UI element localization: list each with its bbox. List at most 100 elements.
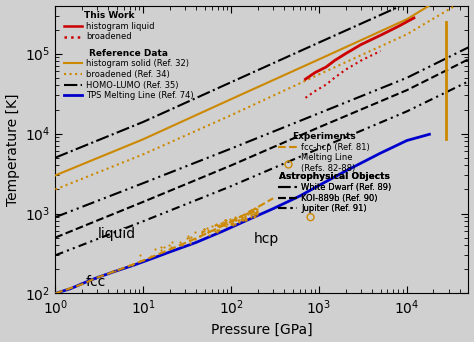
Point (198, 229, 206, 234)
Point (228, 219, 235, 224)
Point (128, 262, 136, 267)
Point (210, 227, 217, 233)
Point (237, 216, 245, 222)
Point (204, 229, 211, 235)
Point (231, 214, 238, 220)
Point (215, 227, 223, 233)
Point (244, 211, 251, 216)
Point (250, 214, 257, 219)
Point (203, 225, 210, 231)
Point (165, 242, 173, 248)
Point (196, 233, 203, 239)
Point (213, 229, 221, 235)
Point (184, 234, 191, 239)
Point (238, 214, 246, 220)
Text: liquid: liquid (97, 227, 136, 241)
Point (212, 222, 219, 228)
Point (235, 218, 242, 223)
Point (211, 228, 219, 234)
Point (187, 234, 195, 239)
Point (200, 229, 208, 234)
Point (137, 252, 144, 258)
Text: hcp: hcp (254, 232, 279, 246)
Point (253, 211, 261, 216)
Point (139, 257, 146, 263)
Point (157, 245, 165, 250)
Point (251, 212, 258, 217)
Point (242, 216, 250, 222)
Point (221, 220, 228, 226)
Point (236, 213, 244, 219)
Point (250, 213, 258, 218)
Point (251, 213, 259, 219)
Point (244, 212, 252, 217)
Point (221, 220, 229, 225)
Point (191, 236, 199, 242)
Point (228, 221, 235, 226)
Point (218, 220, 225, 226)
Point (231, 217, 238, 223)
Point (220, 223, 228, 228)
Point (228, 221, 236, 227)
Point (229, 220, 237, 225)
Point (252, 210, 259, 216)
Point (185, 236, 192, 241)
Point (205, 232, 213, 237)
Point (248, 207, 256, 213)
Y-axis label: Temperature [K]: Temperature [K] (6, 93, 19, 206)
Point (204, 229, 211, 235)
Point (233, 215, 240, 221)
Point (227, 221, 235, 226)
Point (247, 214, 255, 220)
Point (248, 207, 256, 212)
Point (214, 227, 221, 233)
Point (186, 240, 193, 246)
Point (168, 239, 175, 245)
Point (253, 206, 260, 211)
Point (111, 268, 119, 274)
Point (230, 216, 237, 222)
Point (223, 222, 231, 227)
Point (254, 209, 261, 215)
Point (242, 217, 249, 222)
Point (151, 247, 159, 252)
Point (232, 218, 239, 223)
Point (238, 218, 246, 223)
Point (168, 244, 175, 250)
Point (249, 210, 256, 215)
Point (178, 242, 185, 248)
Point (136, 258, 144, 264)
Point (252, 210, 260, 215)
Point (209, 223, 216, 229)
Point (246, 210, 254, 215)
Point (235, 219, 242, 225)
Point (238, 214, 246, 220)
Point (222, 219, 230, 224)
Point (243, 211, 250, 217)
Point (246, 208, 254, 214)
Point (213, 222, 221, 228)
Point (253, 208, 261, 214)
Point (247, 212, 255, 218)
Text: fcc: fcc (85, 275, 106, 289)
Point (157, 247, 165, 253)
Point (228, 217, 236, 223)
Point (248, 211, 256, 217)
Point (204, 227, 212, 233)
Point (229, 223, 237, 228)
Point (213, 227, 220, 233)
Point (222, 218, 230, 223)
Point (231, 221, 239, 226)
Point (219, 221, 226, 227)
Point (247, 207, 255, 213)
Point (219, 219, 226, 225)
Point (251, 206, 258, 211)
Point (222, 223, 230, 228)
Point (247, 209, 255, 214)
Point (212, 221, 219, 227)
Point (249, 208, 256, 214)
Point (229, 218, 237, 223)
Point (239, 216, 247, 222)
Point (183, 236, 191, 241)
Point (199, 228, 206, 233)
